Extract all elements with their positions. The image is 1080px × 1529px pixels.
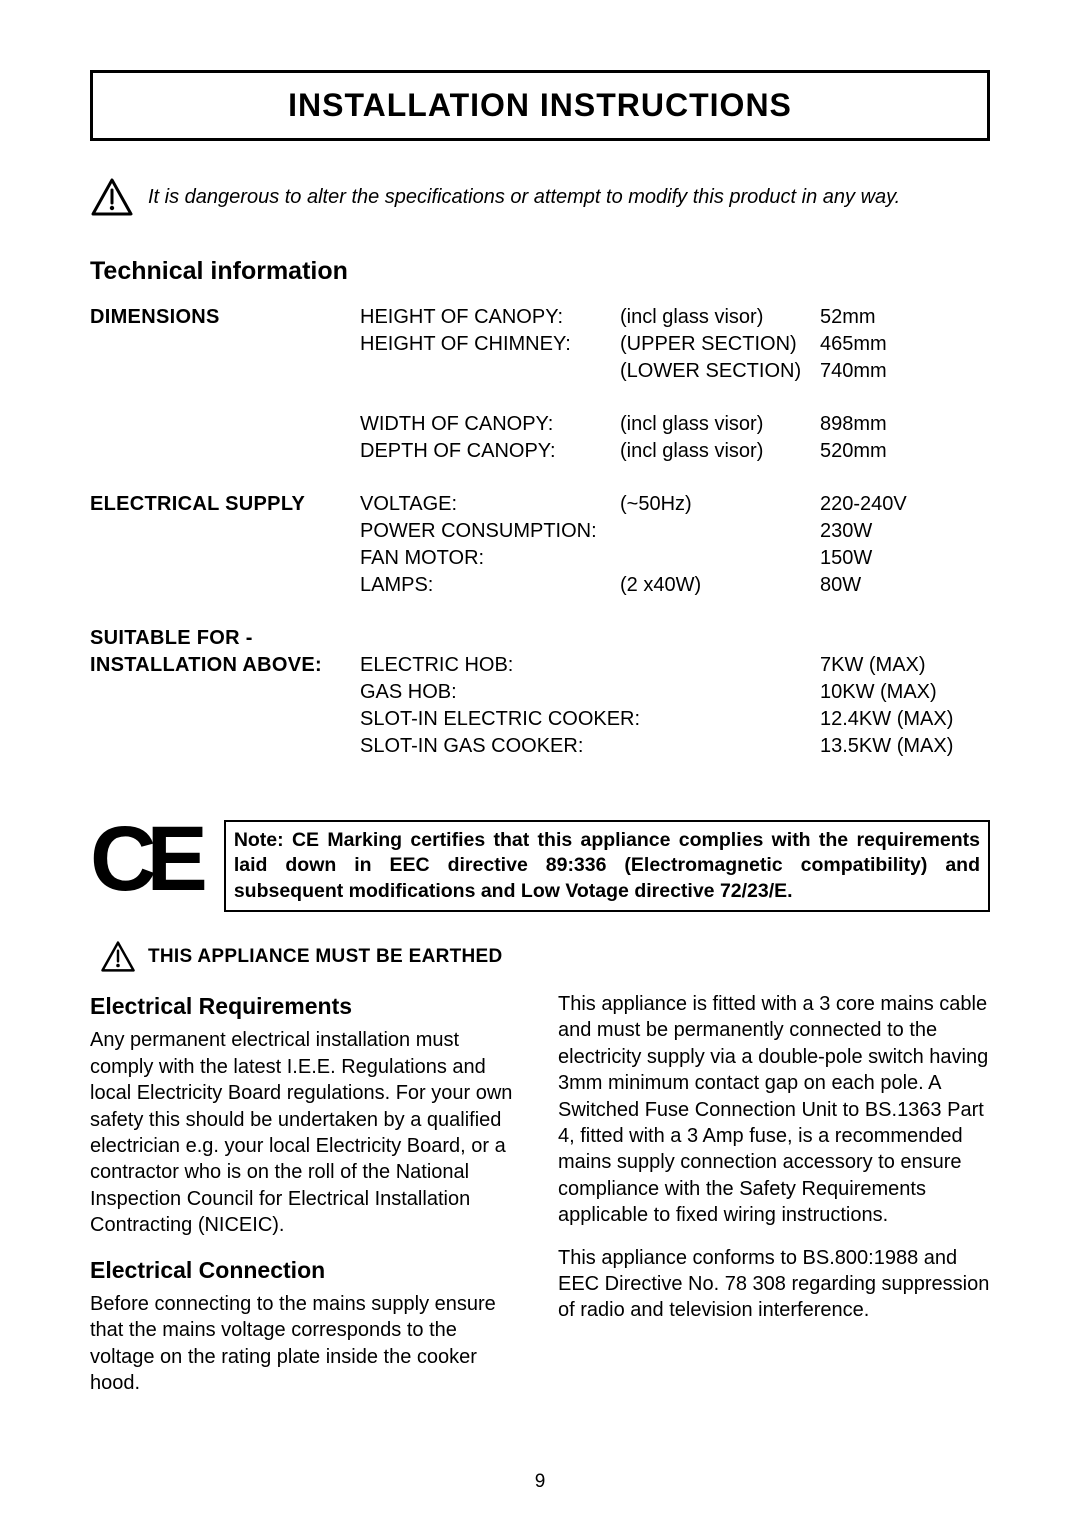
spec-note: (2 x40W) <box>620 572 820 599</box>
spec-note: (incl glass visor) <box>620 411 820 438</box>
spec-param: HEIGHT OF CHIMNEY: <box>360 331 620 358</box>
spec-param: POWER CONSUMPTION: <box>360 518 620 545</box>
spec-note: (incl glass visor) <box>620 438 820 465</box>
warning-triangle-icon <box>100 940 136 973</box>
spec-param: FAN MOTOR: <box>360 545 620 572</box>
left-column: Electrical Requirements Any permanent el… <box>90 991 522 1412</box>
title-box: INSTALLATION INSTRUCTIONS <box>90 70 990 141</box>
suitable-for-label-1: SUITABLE FOR - <box>90 625 360 652</box>
spec-value: 898mm <box>820 411 990 438</box>
spec-value: 150W <box>820 545 990 572</box>
spec-value: 740mm <box>820 358 990 385</box>
electrical-connection-heading: Electrical Connection <box>90 1255 522 1285</box>
spec-value: 465mm <box>820 331 990 358</box>
spec-note: (~50Hz) <box>620 491 820 518</box>
spec-value: 10KW (MAX) <box>820 679 990 706</box>
spec-value: 13.5KW (MAX) <box>820 733 990 760</box>
page-title: INSTALLATION INSTRUCTIONS <box>93 87 987 124</box>
spec-value: 52mm <box>820 304 990 331</box>
spec-param: VOLTAGE: <box>360 491 620 518</box>
suitable-for-label-2: INSTALLATION ABOVE: <box>90 652 360 679</box>
spec-value: 220-240V <box>820 491 990 518</box>
right-column-p1: This appliance is fitted with a 3 core m… <box>558 991 990 1229</box>
spec-param: SLOT-IN GAS COOKER: <box>360 733 820 760</box>
electrical-requirements-heading: Electrical Requirements <box>90 991 522 1021</box>
earth-warning-row: THIS APPLIANCE MUST BE EARTHED <box>90 940 990 973</box>
ce-row: CE Note: CE Marking certifies that this … <box>90 820 990 912</box>
spec-note: (LOWER SECTION) <box>620 358 820 385</box>
spec-param: DEPTH OF CANOPY: <box>360 438 620 465</box>
spec-value: 520mm <box>820 438 990 465</box>
spec-param: HEIGHT OF CANOPY: <box>360 304 620 331</box>
right-column: This appliance is fitted with a 3 core m… <box>558 991 990 1412</box>
body-columns: Electrical Requirements Any permanent el… <box>90 991 990 1412</box>
ce-note-box: Note: CE Marking certifies that this app… <box>224 820 990 912</box>
spec-note: (UPPER SECTION) <box>620 331 820 358</box>
spec-note: (incl glass visor) <box>620 304 820 331</box>
spec-value: 12.4KW (MAX) <box>820 706 990 733</box>
earth-warning-text: THIS APPLIANCE MUST BE EARTHED <box>148 946 503 968</box>
electrical-connection-text: Before connecting to the mains supply en… <box>90 1291 522 1397</box>
right-column-p2: This appliance conforms to BS.800:1988 a… <box>558 1245 990 1324</box>
electrical-supply-label: ELECTRICAL SUPPLY <box>90 491 360 518</box>
spec-value: 7KW (MAX) <box>820 652 990 679</box>
spec-param: ELECTRIC HOB: <box>360 652 820 679</box>
spec-value: 230W <box>820 518 990 545</box>
page-number: 9 <box>0 1471 1080 1493</box>
electrical-requirements-text: Any permanent electrical installation mu… <box>90 1027 522 1238</box>
ce-mark-icon: CE <box>90 820 198 898</box>
spec-param: WIDTH OF CANOPY: <box>360 411 620 438</box>
warning-row: It is dangerous to alter the specificati… <box>90 177 990 217</box>
warning-text: It is dangerous to alter the specificati… <box>148 186 900 209</box>
technical-info-heading: Technical information <box>90 257 990 286</box>
warning-triangle-icon <box>90 177 134 217</box>
spec-param: GAS HOB: <box>360 679 820 706</box>
spec-value: 80W <box>820 572 990 599</box>
specs-table: DIMENSIONS HEIGHT OF CANOPY: (incl glass… <box>90 304 990 760</box>
spec-param: LAMPS: <box>360 572 620 599</box>
spec-param: SLOT-IN ELECTRIC COOKER: <box>360 706 820 733</box>
dimensions-label: DIMENSIONS <box>90 304 360 331</box>
